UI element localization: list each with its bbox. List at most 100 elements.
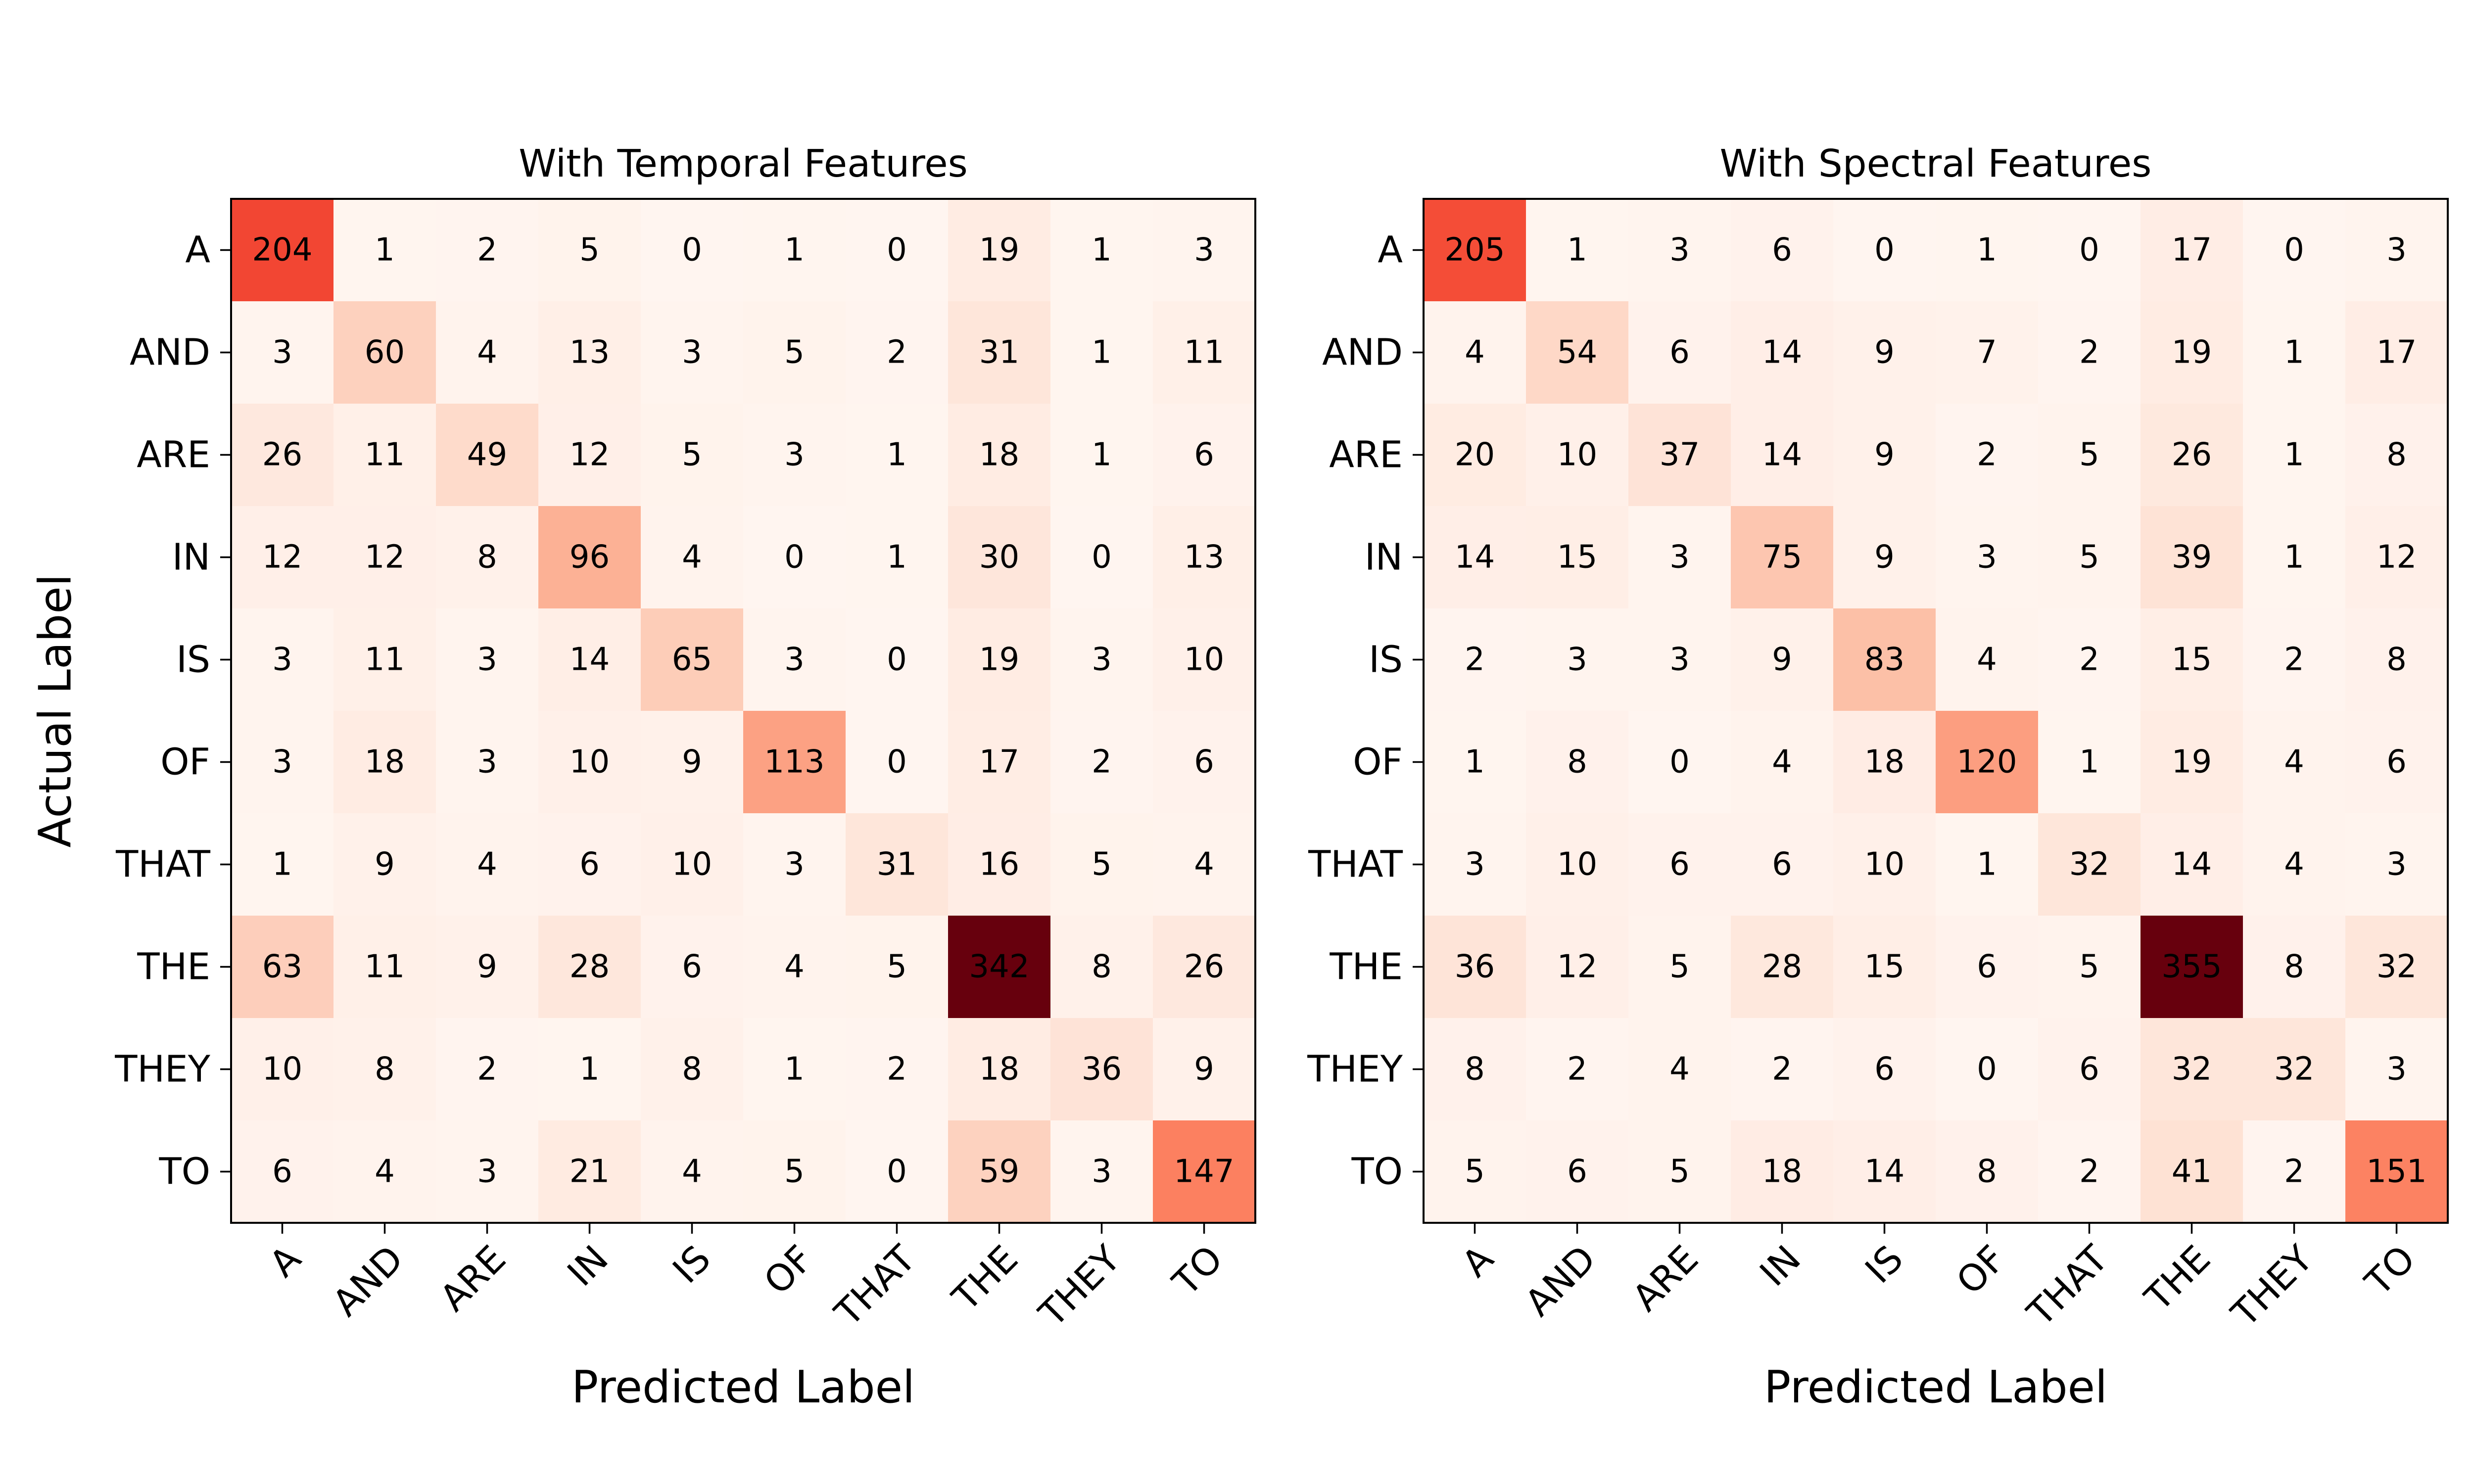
cell-value-label: 9 bbox=[682, 744, 702, 781]
heatmap-cell bbox=[1424, 404, 1526, 507]
cell-value-label: 15 bbox=[1557, 539, 1597, 576]
cell-value-label: 20 bbox=[1455, 437, 1495, 473]
heatmap-cell bbox=[2038, 916, 2141, 1019]
cell-value-label: 1 bbox=[784, 1051, 805, 1088]
heatmap-cell bbox=[1050, 404, 1153, 507]
cell-value-label: 3 bbox=[1669, 232, 1690, 269]
y-axis-label: Actual Label bbox=[30, 574, 82, 847]
heatmap-cell bbox=[1153, 813, 1256, 916]
cell-value-label: 18 bbox=[979, 1051, 1019, 1088]
cell-value-label: 5 bbox=[2079, 539, 2099, 576]
cell-value-label: 9 bbox=[477, 949, 497, 985]
heatmap-cell bbox=[1628, 404, 1731, 507]
heatmap-cell bbox=[846, 608, 949, 711]
heatmap-cell bbox=[2243, 301, 2346, 404]
cell-value-label: 1 bbox=[1977, 846, 1997, 883]
cell-value-label: 8 bbox=[1977, 1154, 1997, 1190]
y-tick-label: IN bbox=[172, 536, 210, 579]
heatmap-cell bbox=[538, 916, 641, 1019]
heatmap-cell bbox=[2345, 404, 2448, 507]
x-tick-label: AND bbox=[1517, 1238, 1604, 1325]
heatmap-cell bbox=[948, 916, 1051, 1019]
heatmap-cell bbox=[2345, 506, 2448, 609]
cell-value-label: 6 bbox=[272, 1154, 292, 1190]
heatmap-cell bbox=[1833, 916, 1936, 1019]
heatmap-cell bbox=[333, 1018, 436, 1121]
heatmap-cell bbox=[1628, 608, 1731, 711]
heatmap-cell bbox=[1424, 1120, 1526, 1223]
heatmap-cell bbox=[948, 506, 1051, 609]
cell-value-label: 32 bbox=[2274, 1051, 2314, 1088]
cell-value-label: 3 bbox=[272, 334, 292, 371]
heatmap-cell bbox=[2345, 1018, 2448, 1121]
heatmap-cell bbox=[1833, 404, 1936, 507]
cell-value-label: 1 bbox=[784, 232, 805, 269]
heatmap-cell bbox=[333, 813, 436, 916]
cell-value-label: 3 bbox=[477, 1154, 497, 1190]
heatmap-cell bbox=[1731, 608, 1834, 711]
cell-value-label: 0 bbox=[887, 744, 907, 781]
heatmap-cell bbox=[743, 506, 846, 609]
cell-value-label: 1 bbox=[887, 539, 907, 576]
heatmap-cell bbox=[948, 404, 1051, 507]
x-tick-label: ARE bbox=[1624, 1238, 1707, 1320]
cell-value-label: 10 bbox=[1557, 846, 1597, 883]
heatmap-cell bbox=[1153, 301, 1256, 404]
heatmap-cell bbox=[1526, 608, 1629, 711]
heatmap-cell bbox=[1936, 199, 2039, 302]
cell-value-label: 12 bbox=[262, 539, 302, 576]
cell-value-label: 4 bbox=[1669, 1051, 1690, 1088]
cell-value-label: 17 bbox=[2377, 334, 2417, 371]
cell-value-label: 2 bbox=[477, 1051, 497, 1088]
heatmap-cell bbox=[1153, 199, 1256, 302]
cell-value-label: 11 bbox=[365, 949, 405, 985]
cell-value-label: 10 bbox=[672, 846, 712, 883]
cell-value-label: 4 bbox=[2284, 744, 2304, 781]
cell-value-label: 1 bbox=[1977, 232, 1997, 269]
heatmap-cell bbox=[1050, 916, 1153, 1019]
cell-value-label: 3 bbox=[477, 642, 497, 678]
heatmap-cell bbox=[1731, 301, 1834, 404]
cell-value-label: 3 bbox=[784, 437, 805, 473]
cell-value-label: 120 bbox=[1956, 744, 2017, 781]
cell-value-label: 18 bbox=[365, 744, 405, 781]
cell-value-label: 204 bbox=[252, 232, 312, 269]
y-tick-label: OF bbox=[1353, 741, 1403, 784]
heatmap-cell bbox=[1936, 916, 2039, 1019]
heatmap-cell bbox=[1424, 813, 1526, 916]
cell-value-label: 31 bbox=[979, 334, 1019, 371]
heatmap-cell bbox=[641, 1018, 744, 1121]
cell-value-label: 19 bbox=[979, 232, 1019, 269]
y-tick-label: TO bbox=[1351, 1151, 1403, 1193]
cell-value-label: 4 bbox=[477, 846, 497, 883]
heatmap-cell bbox=[1833, 813, 1936, 916]
cell-value-label: 12 bbox=[2377, 539, 2417, 576]
y-tick-label: IN bbox=[1365, 536, 1403, 579]
heatmap-cell bbox=[1050, 813, 1153, 916]
cell-value-label: 11 bbox=[365, 642, 405, 678]
cell-value-label: 6 bbox=[579, 846, 600, 883]
cell-value-label: 4 bbox=[1194, 846, 1214, 883]
cell-value-label: 4 bbox=[1772, 744, 1792, 781]
x-tick-label: A bbox=[261, 1237, 309, 1285]
heatmap-cell bbox=[641, 813, 744, 916]
cell-value-label: 1 bbox=[1092, 437, 1112, 473]
heatmap-cell bbox=[2038, 506, 2141, 609]
cell-value-label: 4 bbox=[682, 1154, 702, 1190]
heatmap-cell bbox=[333, 711, 436, 814]
x-tick-label: THAT bbox=[2019, 1237, 2116, 1335]
heatmap-cell bbox=[333, 506, 436, 609]
cell-value-label: 4 bbox=[2284, 846, 2304, 883]
cell-value-label: 5 bbox=[1669, 1154, 1690, 1190]
y-tick-label: TO bbox=[159, 1151, 210, 1193]
cell-value-label: 3 bbox=[1092, 1154, 1112, 1190]
cell-value-label: 13 bbox=[1184, 539, 1224, 576]
cell-value-label: 1 bbox=[375, 232, 395, 269]
cell-value-label: 5 bbox=[2079, 437, 2099, 473]
cell-value-label: 5 bbox=[1669, 949, 1690, 985]
heatmap-cell bbox=[538, 199, 641, 302]
heatmap-cell bbox=[2345, 199, 2448, 302]
heatmap-cell bbox=[1731, 404, 1834, 507]
cell-value-label: 8 bbox=[477, 539, 497, 576]
